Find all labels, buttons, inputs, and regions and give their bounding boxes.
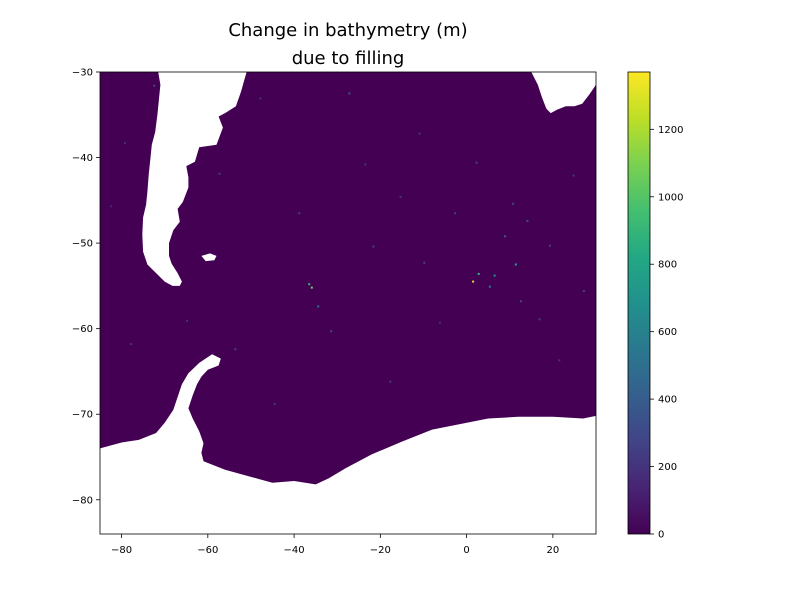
fill-change-cell xyxy=(489,286,491,288)
colorbar: 0 200 400 600 800 1000 1200 xyxy=(628,72,683,541)
fill-change-cell xyxy=(549,245,551,247)
fill-change-cell xyxy=(400,196,402,198)
fill-change-cell xyxy=(520,300,522,302)
fill-change-cell xyxy=(298,212,300,214)
fill-change-cell xyxy=(364,163,366,165)
fill-change-cell xyxy=(234,348,236,350)
fill-change-cell xyxy=(573,175,575,177)
fill-change-cell xyxy=(348,92,350,94)
x-tick-label: −40 xyxy=(284,545,305,556)
fill-change-cell xyxy=(515,264,517,266)
fill-change-cell xyxy=(423,262,425,264)
y-tick-label: −40 xyxy=(72,153,93,164)
y-tick-label: −70 xyxy=(72,410,93,421)
fill-change-cell xyxy=(330,330,332,332)
fill-change-cell xyxy=(259,98,261,100)
colorbar-tick-label: 0 xyxy=(658,530,664,541)
y-tick-label: −30 xyxy=(72,68,93,79)
x-tick-label: −60 xyxy=(197,545,218,556)
chart-title-line-1: Change in bathymetry (m) xyxy=(228,20,467,41)
fill-change-cell xyxy=(494,275,496,277)
y-axis: −30 −40 −50 −60 −70 −80 xyxy=(72,68,100,507)
fill-change-cell xyxy=(512,203,514,205)
x-tick-label: −80 xyxy=(111,545,132,556)
x-tick-label: −20 xyxy=(370,545,391,556)
colorbar-tick-label: 400 xyxy=(658,395,677,406)
fill-change-cell xyxy=(472,281,474,283)
fill-change-cell xyxy=(311,287,313,289)
fill-change-cell xyxy=(317,305,319,307)
fill-change-cell xyxy=(539,318,541,320)
colorbar-ticks: 0 200 400 600 800 1000 1200 xyxy=(650,125,683,541)
fill-change-cell xyxy=(454,212,456,214)
fill-change-cell xyxy=(439,322,441,324)
colorbar-tick-label: 200 xyxy=(658,462,677,473)
colorbar-tick-label: 600 xyxy=(658,327,677,338)
fill-change-cell xyxy=(558,359,560,361)
fill-change-cell xyxy=(389,381,391,383)
fill-change-cell xyxy=(526,220,528,222)
chart-title-line-2: due to filling xyxy=(292,48,405,69)
colorbar-tick-label: 1200 xyxy=(658,125,683,136)
fill-change-cell xyxy=(130,343,132,345)
y-tick-label: −50 xyxy=(72,239,93,250)
x-axis: −80 −60 −40 −20 0 20 xyxy=(111,534,559,556)
fill-change-cell xyxy=(186,320,188,322)
colorbar-tick-label: 800 xyxy=(658,260,677,271)
y-tick-label: −80 xyxy=(72,495,93,506)
fill-change-cell xyxy=(274,403,276,405)
chart-title: Change in bathymetry (m) due to filling xyxy=(228,20,467,69)
colorbar-tick-label: 1000 xyxy=(658,192,683,203)
fill-change-cell xyxy=(308,283,310,285)
fill-change-cell xyxy=(110,205,112,207)
x-tick-label: 20 xyxy=(547,545,560,556)
plot-area xyxy=(100,72,596,534)
fill-change-cell xyxy=(372,246,374,248)
fill-change-cell xyxy=(219,173,221,175)
fill-change-cell xyxy=(124,142,126,144)
fill-change-cell xyxy=(504,235,506,237)
fill-change-cell xyxy=(419,133,421,135)
fill-change-cell xyxy=(476,162,478,164)
fill-change-cell xyxy=(583,290,585,292)
fill-change-cell xyxy=(478,273,480,275)
y-tick-label: −60 xyxy=(72,324,93,335)
x-tick-label: 0 xyxy=(463,545,469,556)
colorbar-gradient xyxy=(628,72,650,534)
fill-change-cell xyxy=(153,85,155,87)
